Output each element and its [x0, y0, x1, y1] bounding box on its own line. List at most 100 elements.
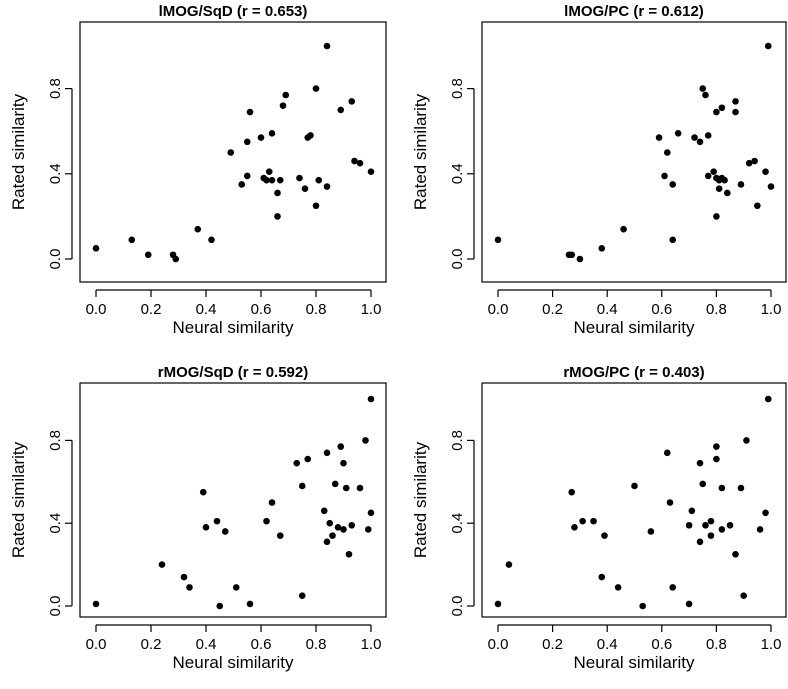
data-point — [186, 584, 193, 591]
x-tick-label: 0.6 — [651, 301, 672, 318]
data-point — [268, 499, 276, 506]
panel-4: rMOG/PC (r = 0.403) 0.0 0.2 0.4 0.6 0.8 1.0 0.0… — [411, 364, 787, 672]
data-point — [304, 455, 312, 463]
x-tick-label: 1.0 — [361, 301, 382, 318]
y-tick-label: 0.0 — [449, 596, 466, 617]
data-point — [232, 584, 240, 591]
data-point — [282, 91, 290, 99]
data-point — [216, 602, 224, 610]
data-point — [704, 132, 712, 139]
x-tick-label: 0.2 — [141, 301, 162, 318]
data-point — [340, 459, 347, 467]
data-point — [702, 91, 709, 99]
data-point — [298, 482, 306, 490]
data-point — [227, 149, 235, 156]
x-axis-label: Neural similarity — [574, 653, 695, 672]
x-axis-label: Neural similarity — [574, 318, 695, 337]
plot-frame — [79, 382, 387, 618]
data-point — [743, 437, 750, 444]
data-point — [579, 517, 586, 525]
y-tick-label: 0.0 — [47, 249, 64, 270]
x-tick-label: 0.0 — [488, 301, 509, 318]
data-point — [710, 168, 717, 175]
data-point — [713, 443, 720, 450]
panel-title: rMOG/SqD (r = 0.592) — [158, 364, 308, 381]
data-point — [257, 134, 265, 141]
data-point — [598, 573, 606, 581]
data-point — [601, 532, 608, 539]
x-tick-label: 0.4 — [597, 636, 618, 653]
data-point — [263, 176, 270, 184]
y-axis-label: Rated similarity — [9, 93, 28, 210]
x-tick-label: 0.8 — [306, 636, 327, 653]
data-point — [699, 480, 707, 488]
data-point — [762, 509, 769, 517]
data-point — [194, 225, 202, 233]
data-point — [348, 521, 356, 529]
data-point — [356, 159, 364, 167]
x-tick-label: 0.4 — [196, 636, 217, 653]
data-point — [320, 507, 328, 515]
data-point — [128, 236, 136, 244]
data-point — [172, 255, 180, 263]
data-point — [713, 213, 720, 220]
x-tick-label: 0.8 — [706, 636, 727, 653]
data-point — [669, 584, 677, 591]
x-tick-label: 0.8 — [706, 301, 727, 318]
data-point — [367, 168, 375, 175]
data-point — [243, 138, 251, 146]
panel-title: lMOG/PC (r = 0.612) — [564, 3, 704, 20]
data-point — [724, 189, 731, 197]
data-point — [92, 600, 100, 608]
data-point — [367, 395, 375, 403]
data-point — [323, 42, 331, 50]
panel-title: lMOG/SqD (r = 0.653) — [159, 3, 308, 20]
data-point — [713, 174, 720, 182]
plot-frame — [79, 21, 387, 283]
data-point — [598, 245, 606, 252]
data-point — [312, 85, 320, 92]
data-point — [620, 225, 627, 233]
panel-title: rMOG/PC (r = 0.403) — [563, 364, 704, 381]
data-point — [688, 507, 696, 515]
data-point — [268, 176, 276, 184]
data-point — [732, 98, 739, 105]
data-point — [323, 449, 331, 457]
data-point — [331, 480, 339, 488]
data-point — [293, 459, 301, 467]
data-point — [337, 443, 345, 450]
x-tick-label: 0.2 — [542, 301, 563, 318]
data-point — [571, 524, 578, 531]
data-point — [691, 134, 698, 141]
data-point — [180, 573, 188, 581]
y-tick-label: 0.0 — [47, 596, 64, 617]
data-point — [669, 181, 677, 188]
data-point — [345, 550, 353, 558]
y-tick-label: 0.4 — [47, 513, 64, 534]
data-point — [737, 484, 745, 492]
data-point — [312, 202, 320, 210]
data-point — [208, 236, 215, 244]
data-point — [337, 106, 345, 114]
data-point — [737, 181, 745, 188]
data-point — [696, 538, 704, 546]
data-point — [732, 550, 739, 558]
data-point — [718, 526, 726, 533]
data-point — [276, 176, 284, 184]
data-point — [721, 176, 728, 184]
y-tick-label: 0.8 — [47, 430, 64, 451]
data-point — [213, 517, 221, 525]
y-tick-label: 0.4 — [449, 163, 466, 184]
x-tick-label: 0.4 — [597, 301, 618, 318]
data-point — [268, 130, 276, 137]
data-point — [351, 157, 358, 165]
data-point — [92, 245, 100, 252]
y-tick-label: 0.8 — [449, 78, 466, 99]
data-point — [647, 528, 655, 535]
data-point — [707, 517, 715, 525]
x-axis-label: Neural similarity — [173, 653, 294, 672]
data-point — [276, 532, 284, 539]
data-point — [202, 524, 210, 531]
data-point — [639, 602, 646, 610]
